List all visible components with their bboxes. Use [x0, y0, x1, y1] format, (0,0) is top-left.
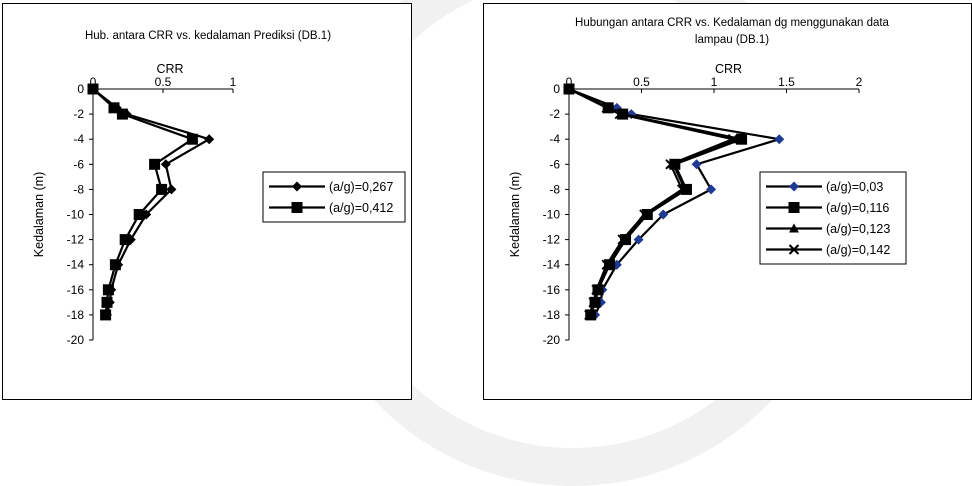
right-data-point: [676, 184, 688, 195]
right-data-point: [614, 108, 625, 120]
left-y-tick-label: -12: [67, 233, 85, 247]
right-y-tick-label: -18: [543, 308, 561, 322]
right-data-point: [665, 159, 676, 170]
left-y-tick-label: -14: [67, 258, 85, 272]
left-data-point: [149, 158, 161, 170]
right-xlabel: CRR: [715, 62, 742, 76]
left-title: Hub. antara CRR vs. kedalaman Prediksi (…: [85, 30, 331, 42]
right-data-point: [601, 259, 612, 270]
left-data-point: [160, 159, 171, 170]
right-series-4: [563, 83, 739, 321]
left-y-tick-label: -18: [67, 308, 85, 322]
left-data-point: [101, 296, 113, 308]
right-data-point: [736, 133, 748, 145]
left-y-tick-label: -6: [73, 157, 84, 171]
right-series-3: [564, 84, 744, 319]
right-data-point: [617, 234, 628, 245]
right-data-point: [706, 184, 717, 195]
right-data-point: [611, 259, 622, 270]
right-data-point: [691, 159, 702, 170]
left-data-point: [116, 108, 128, 120]
right-legend-marker: [788, 244, 800, 255]
chart-panel-right: Hubungan antara CRR vs. Kedalaman dg men…: [483, 3, 972, 400]
right-x-tick-label: 1: [711, 75, 718, 89]
right-legend-marker: [788, 202, 800, 213]
right-y-tick-label: 0: [553, 82, 560, 96]
left-ylabel: Kedalaman (m): [32, 172, 46, 257]
chart-left: Hub. antara CRR vs. kedalaman Prediksi (…: [32, 30, 406, 347]
right-title: Hubungan antara CRR vs. Kedalaman dg men…: [575, 17, 890, 46]
left-data-point: [204, 134, 215, 145]
right-data-point: [727, 133, 739, 145]
left-legend-marker: [292, 181, 302, 192]
right-y-tick-label: -12: [543, 233, 561, 247]
left-data-point: [108, 102, 120, 114]
right-data-point: [774, 134, 785, 145]
left-x-tick-label: 0: [90, 75, 97, 89]
left-xlabel: CRR: [156, 62, 183, 76]
right-y-tick-label: -8: [549, 182, 560, 196]
left-y-tick-label: -10: [67, 208, 85, 222]
right-legend-label: (a/g)=0,03: [826, 180, 883, 194]
right-x-tick-label: 2: [856, 75, 863, 89]
left-data-point: [119, 234, 131, 246]
right-data-point: [591, 284, 602, 296]
left-legend-box: [262, 171, 406, 223]
right-legend-marker: [789, 181, 799, 192]
right-data-point: [633, 234, 644, 245]
right-data-point: [584, 309, 595, 321]
left-x-tick-label: 1: [230, 75, 237, 89]
right-data-point: [563, 83, 575, 95]
right-data-point: [588, 297, 599, 308]
left-legend-label: (a/g)=0,412: [329, 201, 393, 215]
left-y-tick-label: -2: [73, 107, 84, 121]
left-data-point: [87, 83, 99, 95]
left-y-tick-label: -8: [73, 182, 84, 196]
right-legend-label: (a/g)=0,123: [826, 222, 890, 236]
right-data-point: [658, 209, 669, 220]
right-legend-marker: [789, 223, 799, 233]
right-ylabel: Kedalaman (m): [508, 172, 522, 257]
right-legend-label: (a/g)=0,142: [826, 243, 890, 257]
left-x-tick-label: 0.5: [155, 75, 172, 89]
left-data-point: [166, 184, 177, 195]
left-data-point: [102, 284, 114, 296]
left-y-tick-label: -4: [73, 132, 84, 146]
left-series-line: [92, 88, 194, 316]
left-y-tick-label: 0: [77, 82, 84, 96]
left-series-2: [87, 83, 198, 321]
right-data-point: [601, 102, 612, 114]
right-y-tick-label: -4: [549, 132, 560, 146]
right-y-tick-label: -14: [543, 258, 561, 272]
left-legend-label: (a/g)=0,267: [329, 180, 393, 194]
left-y-tick-label: -16: [67, 283, 85, 297]
left-y-tick-label: -20: [67, 333, 85, 347]
right-series-line: [568, 88, 734, 316]
left-data-point: [186, 133, 198, 145]
right-x-tick-label: 1.5: [778, 75, 795, 89]
right-y-tick-label: -2: [549, 107, 560, 121]
right-legend-label: (a/g)=0,116: [826, 201, 889, 215]
right-y-tick-label: -16: [543, 283, 561, 297]
right-y-tick-label: -20: [543, 333, 561, 347]
right-data-point: [733, 134, 744, 144]
right-y-tick-label: -6: [549, 157, 560, 171]
left-data-point: [133, 209, 145, 220]
chart-right: Hubungan antara CRR vs. Kedalaman dg men…: [508, 17, 907, 347]
right-x-tick-label: 0: [566, 75, 573, 89]
left-legend-marker: [291, 202, 303, 213]
right-data-point: [639, 209, 650, 220]
right-legend: (a/g)=0,03 (a/g)=0,116 (a/g)=0,123 (a/g)=0,…: [759, 171, 907, 265]
left-data-point: [109, 259, 121, 271]
right-y-tick-label: -10: [543, 208, 561, 222]
left-data-point: [100, 309, 112, 321]
right-x-tick-label: 0.5: [633, 75, 650, 89]
left-data-point: [156, 183, 168, 195]
right-series-line: [568, 88, 740, 316]
chart-panel-left: Hub. antara CRR vs. kedalaman Prediksi (…: [2, 3, 412, 400]
left-legend: (a/g)=0,267 (a/g)=0,412: [262, 171, 406, 223]
